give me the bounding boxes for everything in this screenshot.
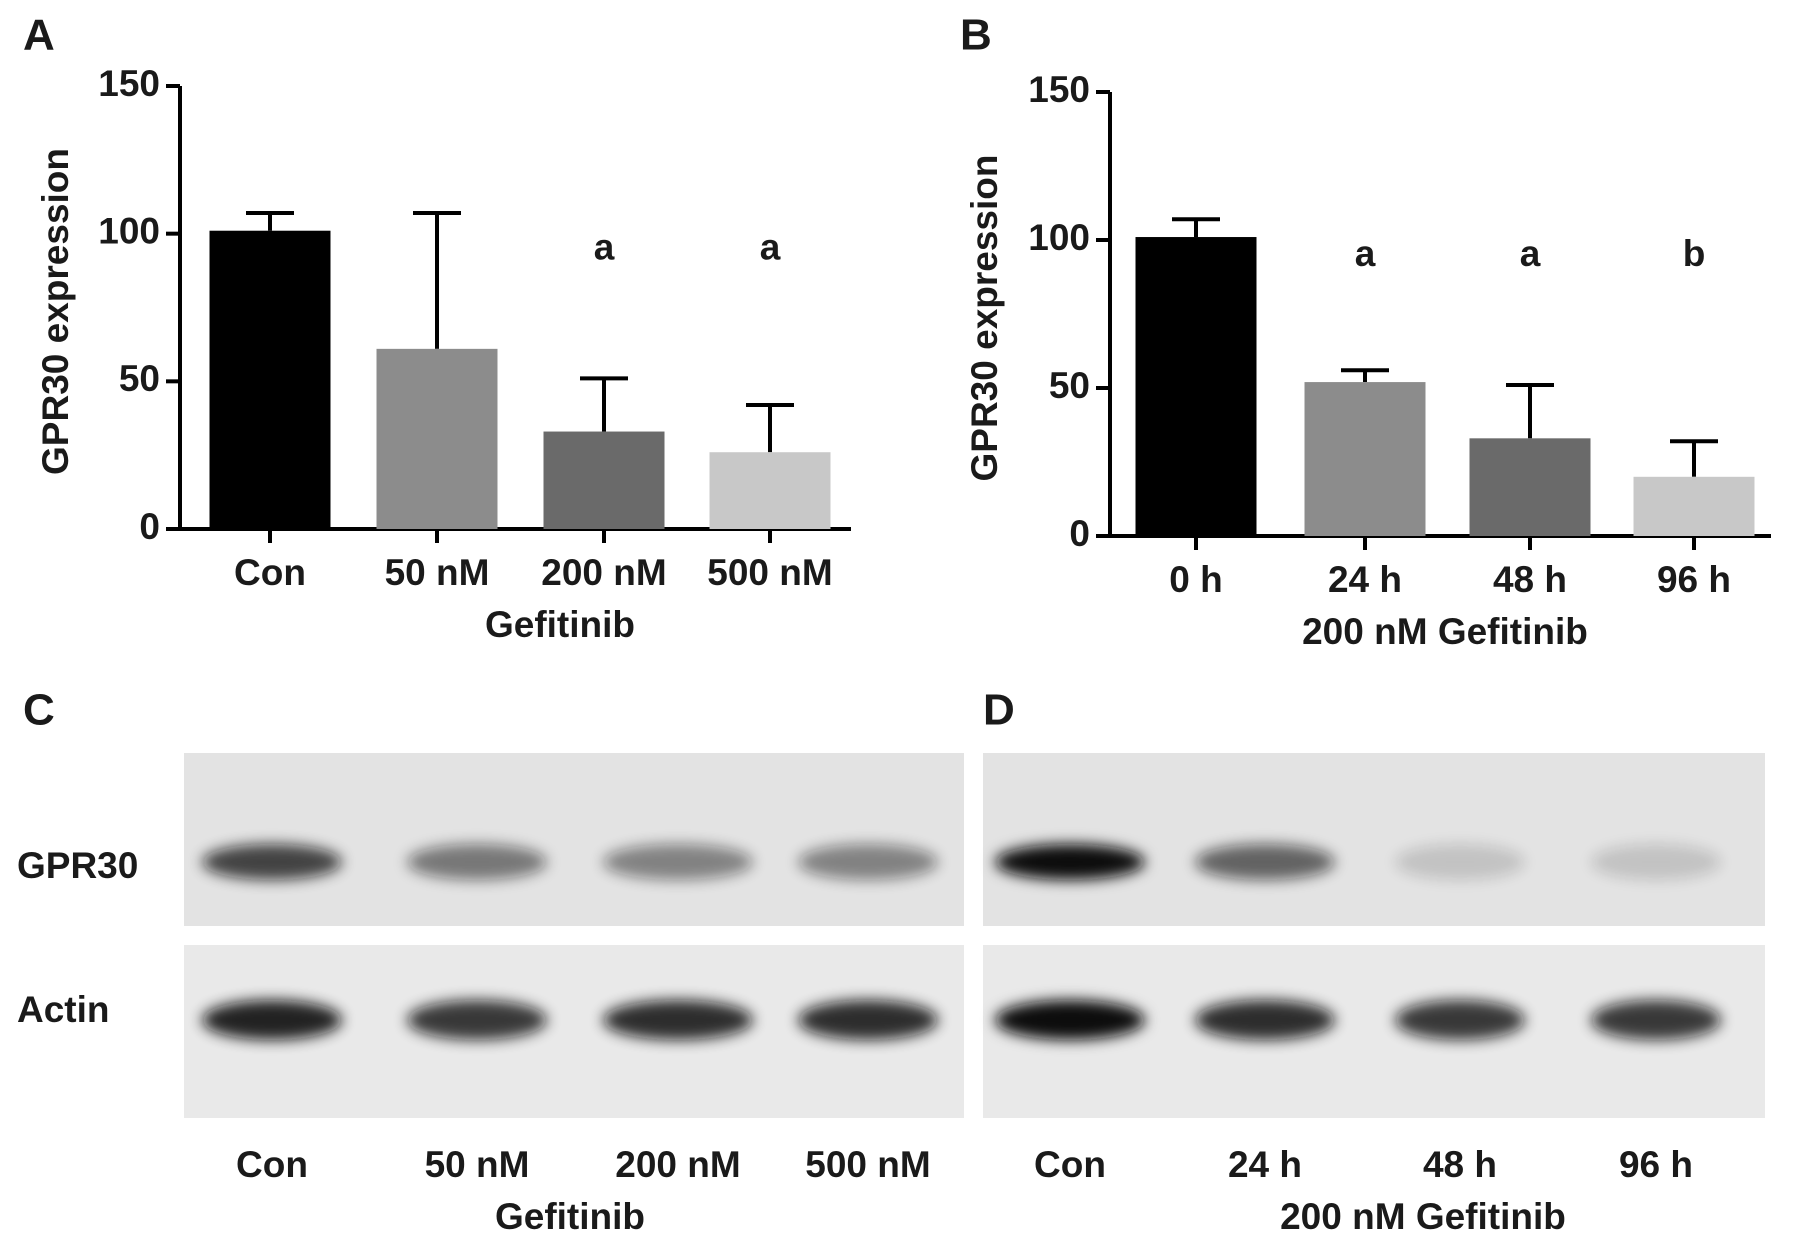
blot-band [1591,844,1721,880]
y-axis-label: GPR30 expression [35,148,76,475]
blot-band [995,1000,1145,1040]
x-axis-label: Gefitinib [485,604,635,645]
x-tick-label: 24 h [1328,559,1402,600]
blot-band [798,1000,938,1040]
lane-label: 48 h [1423,1144,1497,1185]
blot-band [1195,844,1335,880]
lane-label: Con [1034,1144,1106,1185]
blot-x-label: Gefitinib [495,1196,645,1237]
x-tick-label: 50 nM [385,552,490,593]
blot-band [1591,1000,1721,1040]
y-tick-label: 100 [1028,217,1090,258]
bar [709,452,831,529]
significance-label: a [760,227,781,268]
significance-label: a [1355,233,1376,274]
y-tick-label: 0 [1069,513,1090,554]
blot-band [407,1000,547,1040]
bar [1135,237,1257,537]
y-tick-label: 100 [98,210,160,251]
panel-label: A [23,11,55,60]
lane-label: 200 nM [615,1144,740,1185]
lane-label: 24 h [1228,1144,1302,1185]
blot-band [603,844,753,880]
lane-label: 500 nM [805,1144,930,1185]
x-tick-label: 48 h [1493,559,1567,600]
lane-label: 96 h [1619,1144,1693,1185]
x-tick-label: 500 nM [707,552,832,593]
blot-band [202,1000,342,1040]
bar [1469,438,1591,536]
blot-band [995,844,1145,880]
blot-band [1195,1000,1335,1040]
y-tick-label: 50 [119,358,160,399]
blot-band [1395,1000,1525,1040]
panel-label: D [983,686,1015,735]
row-label: Actin [17,989,110,1030]
bar [1304,382,1426,536]
bar [209,230,331,530]
significance-label: b [1683,233,1706,274]
row-label: GPR30 [17,845,138,886]
x-tick-label: 96 h [1657,559,1731,600]
blot-band [798,844,938,880]
y-axis-label: GPR30 expression [964,155,1005,482]
panel-label: B [960,11,992,60]
bar [1633,476,1755,536]
blot-strip [184,753,964,926]
x-axis-label: 200 nM Gefitinib [1302,611,1588,652]
x-tick-label: Con [234,552,306,593]
y-tick-label: 0 [139,506,160,547]
y-tick-label: 150 [98,63,160,104]
blot-x-label: 200 nM Gefitinib [1280,1196,1566,1237]
y-tick-label: 50 [1049,365,1090,406]
bar [543,431,665,529]
lane-label: Con [236,1144,308,1185]
blot-band [1395,844,1525,880]
lane-label: 50 nM [425,1144,530,1185]
blot-band [407,844,547,880]
y-tick-label: 150 [1028,69,1090,110]
significance-label: a [1520,233,1541,274]
panel-label: C [23,686,55,735]
significance-label: a [594,227,615,268]
blot-band [202,844,342,880]
blot-strip [983,753,1765,926]
bar [376,348,498,529]
x-tick-label: 0 h [1169,559,1222,600]
blot-band [603,1000,753,1040]
x-tick-label: 200 nM [541,552,666,593]
